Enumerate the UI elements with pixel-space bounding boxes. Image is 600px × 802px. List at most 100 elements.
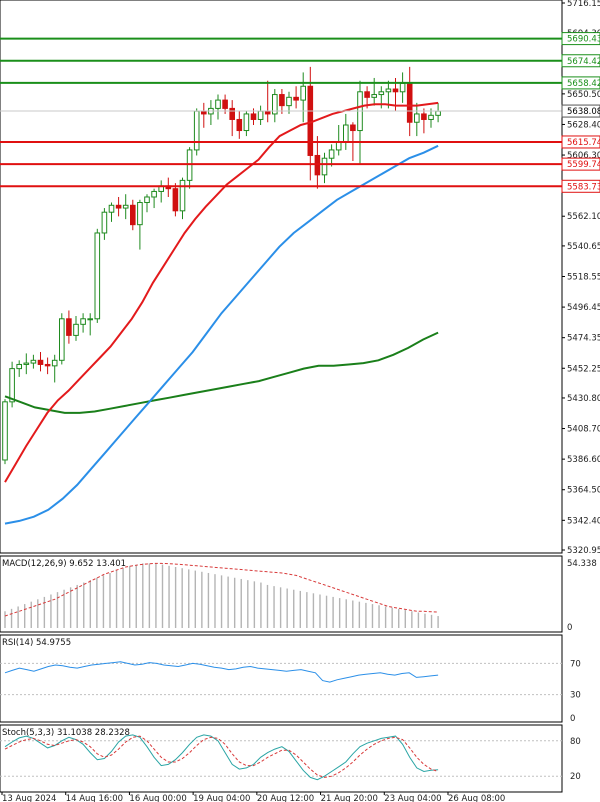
current-price-tag	[561, 104, 600, 118]
candle-body	[122, 204, 129, 209]
candle-body	[293, 96, 299, 101]
candle-body	[144, 196, 150, 204]
candle-body	[272, 94, 278, 115]
rsi-panel: RSI(14) 54.9755 70 30 0	[0, 634, 581, 724]
stoch-panel: Stoch(5,3,3) 31.1038 28.2328 80 20	[0, 724, 581, 793]
candle-body	[257, 110, 264, 120]
price-tick-label: 5606.30	[567, 151, 600, 161]
candle-body	[94, 232, 101, 320]
price-tick-label: 5540.65	[567, 242, 600, 252]
time-axis: 13 Aug 2024 14 Aug 16:00 16 Aug 00:00 19 Au…	[1, 792, 505, 802]
candle-body	[300, 85, 306, 101]
macd-signal-line	[4, 562, 439, 617]
candle-body	[428, 114, 434, 120]
level-tag	[561, 135, 600, 149]
level-tag	[561, 157, 600, 171]
candle-body	[236, 118, 243, 132]
stoch-level-label: 80	[570, 737, 581, 747]
candle-body	[37, 359, 44, 365]
candle-body	[186, 149, 193, 181]
price-tick-label: 5716.15	[567, 0, 600, 9]
candle-body	[137, 202, 143, 226]
candle-body	[115, 204, 122, 209]
current-price-label: 5638.08	[567, 107, 600, 117]
rsi-title: RSI(14) 54.9755	[2, 638, 71, 648]
candle-body	[286, 96, 292, 107]
time-tick-label: 26 Aug 08:00	[448, 794, 505, 802]
candle-body	[73, 323, 79, 336]
candle-body	[399, 82, 406, 93]
time-tick-label: 23 Aug 04:00	[384, 794, 441, 802]
price-tick-label: 5562.10	[567, 212, 600, 222]
time-tick-label: 13 Aug 2024	[2, 794, 56, 802]
candle-body	[343, 124, 349, 143]
price-tick-label: 5518.55	[567, 273, 600, 283]
price-tick-label: 5364.50	[567, 486, 600, 496]
candle-body	[406, 82, 413, 123]
level-tag	[561, 54, 600, 68]
macd-title: MACD(12,26,9) 9.652 13.401	[2, 559, 126, 569]
candle-body	[229, 107, 235, 120]
rsi-level-label: 70	[570, 659, 581, 669]
level-tag-label: 5615.74	[567, 138, 600, 148]
candle-body	[279, 94, 285, 107]
price-tick-label: 5342.40	[567, 516, 600, 526]
stoch-title: Stoch(5,3,3) 31.1038 28.2328	[2, 728, 130, 738]
ema-mid-line	[4, 144, 439, 525]
candle-body	[385, 88, 392, 93]
candle-body	[51, 359, 58, 367]
candle-body	[130, 204, 136, 226]
level-tag-label: 5690.43	[567, 35, 600, 45]
stoch-panel-frame	[0, 724, 563, 793]
candle-body	[264, 110, 271, 115]
candle-body	[321, 157, 328, 176]
rsi-panel-frame	[0, 634, 563, 723]
macd-panel: MACD(12,26,9) 9.652 13.401 54.338 0	[0, 555, 597, 633]
price-tick-label: 5452.25	[567, 364, 600, 374]
level-tag-label: 5599.74	[567, 160, 600, 170]
candle-body	[59, 318, 65, 361]
macd-panel-frame	[0, 555, 563, 633]
candle-body	[172, 188, 179, 212]
time-tick-label: 21 Aug 20:00	[321, 794, 378, 802]
level-tag	[561, 179, 600, 193]
price-tick-label: 5628.40	[567, 120, 600, 130]
candle-body	[215, 99, 221, 109]
rsi-level-label: 0	[570, 714, 575, 724]
price-tick-label: 5386.60	[567, 455, 600, 465]
candle-body	[2, 401, 8, 461]
time-tick-label: 16 Aug 00:00	[129, 794, 186, 802]
candle-body	[179, 179, 186, 212]
candle-body	[364, 91, 370, 98]
candle-body	[193, 110, 200, 151]
stoch-signal-line	[4, 735, 439, 778]
price-tick-label: 5430.80	[567, 394, 600, 404]
candle-body	[16, 363, 22, 370]
time-tick-label: 14 Aug 16:00	[66, 794, 123, 802]
candle-body	[421, 113, 427, 120]
candle-body	[435, 110, 441, 116]
price-tick-label: 5496.45	[567, 303, 600, 313]
price-tick-label: 5320.95	[567, 546, 600, 556]
candle-body	[151, 190, 157, 198]
rsi-line	[4, 661, 439, 683]
candle-body	[222, 99, 228, 109]
candle-body	[9, 368, 15, 403]
level-tag-label: 5674.42	[567, 57, 600, 67]
candle-body	[328, 149, 335, 159]
price-tick-label: 5650.50	[567, 90, 600, 100]
level-tag	[561, 76, 600, 90]
candle-body	[350, 124, 356, 132]
candle-body	[201, 110, 207, 115]
candle-body	[87, 318, 94, 321]
candle-body	[371, 94, 377, 98]
candle-body	[30, 359, 37, 364]
candle-body	[243, 113, 250, 132]
time-tick-label: 19 Aug 04:00	[193, 794, 250, 802]
price-tick-label: 5408.70	[567, 425, 600, 435]
level-tag-label: 5583.73	[567, 182, 600, 192]
level-tag-label: 5658.42	[567, 79, 600, 89]
candle-body	[314, 154, 321, 176]
